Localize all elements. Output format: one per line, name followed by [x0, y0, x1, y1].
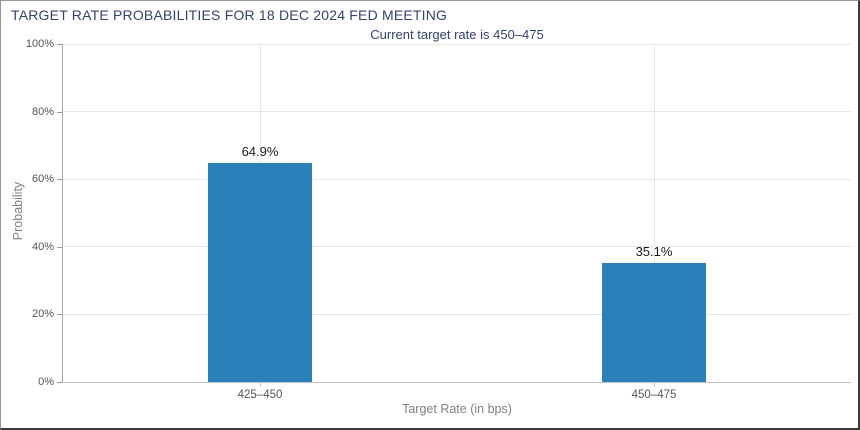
x-axis-tick [653, 382, 655, 387]
gridline-horizontal [63, 313, 851, 315]
y-axis-tick-label: 40% [31, 240, 54, 253]
y-axis-tick-label: 0% [38, 376, 54, 388]
y-axis-tick-label: 20% [31, 308, 54, 321]
x-axis-title: Target Rate (in bps) [402, 402, 512, 416]
chart-title: TARGET RATE PROBABILITIES FOR 18 DEC 202… [11, 7, 448, 23]
chart-bar[interactable] [602, 263, 706, 382]
y-axis-tick [57, 246, 62, 248]
y-axis-tick [57, 111, 62, 113]
chart-bar[interactable] [208, 162, 312, 382]
y-axis-tick-label: 60% [31, 173, 54, 186]
y-axis-tick-label: 80% [31, 105, 54, 118]
y-axis-title: Probability [11, 181, 25, 241]
x-axis-tick [259, 382, 261, 387]
gridline-vertical [653, 44, 655, 382]
bar-value-label: 35.1% [635, 244, 673, 260]
y-axis-tick [57, 44, 62, 45]
y-axis-tick [57, 314, 62, 316]
x-axis-line [62, 382, 851, 383]
plot-area: 64.9% 35.1% [63, 43, 851, 382]
gridline-horizontal [63, 246, 851, 248]
bar-value-label: 64.9% [241, 143, 279, 159]
y-axis-tick-label: 100% [25, 38, 54, 50]
gridline-horizontal [63, 111, 851, 113]
gridline-horizontal [63, 43, 851, 45]
x-axis-tick-label: 450–475 [631, 389, 677, 401]
gridline-horizontal [63, 178, 851, 180]
chart-subtitle: Current target rate is 450–475 [370, 27, 544, 42]
y-axis-tick [57, 179, 62, 181]
y-axis-tick [57, 382, 62, 383]
x-axis-tick-label: 425–450 [237, 389, 283, 401]
